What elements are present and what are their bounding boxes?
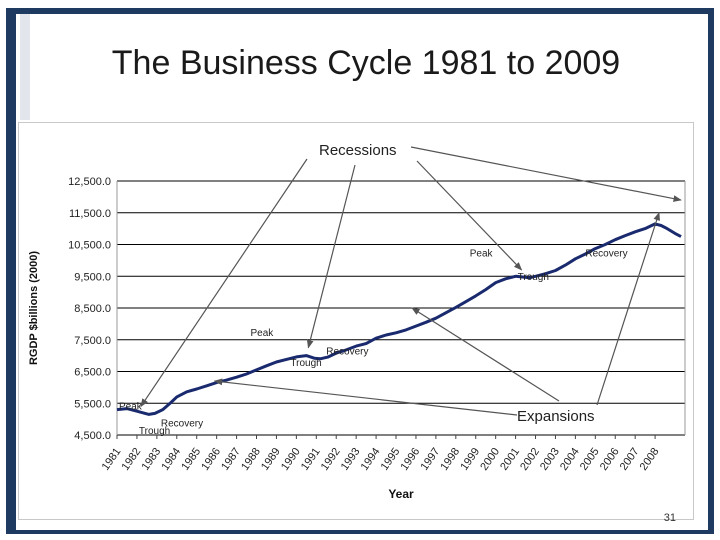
y-tick-label: 6,500.0 <box>74 367 111 379</box>
x-tick-label: 2008 <box>638 446 662 473</box>
annotation-expansions: Expansions <box>517 408 595 425</box>
business-cycle-chart: 4,500.0 5,500.0 6,500.0 7,500.0 8,500.0 9,500… <box>28 142 686 501</box>
x-tick-label: 1982 <box>120 446 144 473</box>
annotation-recovery-1983: Recovery <box>161 419 203 430</box>
annotation-recessions: Recessions <box>319 142 397 159</box>
annotation-peak-2001: Peak <box>470 249 494 260</box>
x-tick-label: 1994 <box>359 446 383 473</box>
page-number: 31 <box>663 512 676 524</box>
x-tick-label: 2006 <box>598 446 622 473</box>
frame-bottom-border <box>6 530 714 534</box>
recessions-arrow-1 <box>140 158 308 408</box>
recessions-arrow-3 <box>416 160 523 271</box>
series-line-rgdp <box>116 222 682 416</box>
y-axis-label: RGDP $billions (2000) <box>28 251 40 365</box>
x-tick-label: 1983 <box>139 446 163 473</box>
annotation-trough-2001: Trough <box>518 272 549 283</box>
annotation-peak-1990: Peak <box>251 328 275 339</box>
annotation-recovery-2003: Recovery <box>585 249 627 260</box>
x-tick-label: 1993 <box>339 446 363 473</box>
annotation-peak-1982: Peak <box>119 401 143 412</box>
frame-top-border <box>6 8 714 14</box>
slide-title: The Business Cycle 1981 to 2009 <box>111 44 621 82</box>
x-tick-label: 2005 <box>578 446 602 473</box>
x-tick-label: 1989 <box>259 446 283 473</box>
expansions-arrow-1 <box>213 378 518 416</box>
y-tick-label: 10,500.0 <box>68 240 111 252</box>
x-tick-label: 1988 <box>239 446 263 473</box>
x-axis-label: Year <box>388 487 414 501</box>
chart-container: 4,500.0 5,500.0 6,500.0 7,500.0 8,500.0 9,500… <box>18 122 694 520</box>
annotation-trough-1991: Trough <box>290 358 321 369</box>
x-tick-label: 1985 <box>179 446 203 473</box>
x-tick-label: 1990 <box>279 446 303 473</box>
x-tick-label: 1992 <box>319 446 343 473</box>
title-accent-bar <box>20 14 30 120</box>
x-tick-label: 1996 <box>399 446 423 473</box>
y-tick-label: 7,500.0 <box>74 335 111 347</box>
x-tick-label: 1986 <box>199 446 223 473</box>
y-tick-label: 5,500.0 <box>74 398 111 410</box>
expansions-arrow-2 <box>411 307 560 402</box>
y-tick-label: 12,500.0 <box>68 176 111 188</box>
x-tick-label: 1987 <box>219 446 243 473</box>
x-tick-label: 2004 <box>558 446 582 473</box>
frame-left-border <box>6 8 16 534</box>
y-tick-label: 11,500.0 <box>69 208 111 220</box>
frame-right-border <box>708 8 714 534</box>
x-tick-label: 1998 <box>438 446 462 473</box>
annotation-recovery-1992: Recovery <box>326 347 368 358</box>
recessions-arrow-2 <box>306 164 356 349</box>
x-tick-label: 1997 <box>418 446 442 473</box>
x-tick-label: 1991 <box>299 446 323 473</box>
x-tick-label: 2003 <box>538 446 562 473</box>
x-tick-label: 2002 <box>518 446 542 473</box>
x-tick-label: 2001 <box>498 446 522 473</box>
x-tick-label: 1999 <box>458 446 482 473</box>
y-tick-label: 9,500.0 <box>74 271 111 283</box>
x-tick-label: 1984 <box>159 446 183 473</box>
x-tick-label: 2000 <box>478 446 502 473</box>
annotation-trough-1982: Trough <box>139 426 170 437</box>
x-tick-label: 2007 <box>618 446 642 473</box>
x-tick-label: 1995 <box>379 446 403 473</box>
recessions-arrow-4 <box>410 146 682 202</box>
x-tick-label: 1981 <box>100 446 124 473</box>
expansions-arrow-3 <box>596 211 660 406</box>
y-tick-label: 8,500.0 <box>74 303 111 315</box>
y-tick-label: 4,500.0 <box>74 430 111 442</box>
